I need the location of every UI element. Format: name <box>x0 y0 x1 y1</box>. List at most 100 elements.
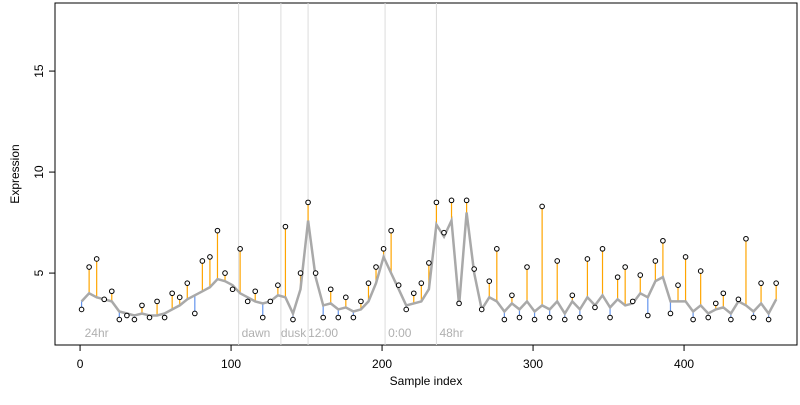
smooth-line <box>80 212 778 317</box>
data-point <box>660 237 666 244</box>
data-point <box>720 290 727 297</box>
data-point <box>524 264 530 270</box>
data-point <box>697 268 704 274</box>
data-point <box>116 316 123 323</box>
plot-frame <box>54 2 798 346</box>
data-point <box>275 282 281 289</box>
data-point <box>124 312 130 319</box>
data-point <box>690 316 696 323</box>
data-point <box>305 199 311 206</box>
data-point <box>176 294 183 301</box>
period-label: 48hr <box>439 326 463 340</box>
data-point <box>494 246 500 252</box>
data-point <box>750 314 757 321</box>
data-point <box>705 314 712 321</box>
y-tick-label: 15 <box>32 64 46 78</box>
x-tick-label: 200 <box>372 357 392 371</box>
data-point <box>426 260 432 266</box>
data-point <box>509 292 515 299</box>
data-point <box>199 258 206 264</box>
data-point <box>486 278 493 284</box>
data-point <box>327 286 334 293</box>
data-point <box>410 290 417 297</box>
data-point <box>358 298 364 305</box>
data-point <box>614 274 621 280</box>
data-point <box>433 199 440 206</box>
data-point <box>765 316 772 323</box>
data-point <box>667 310 674 317</box>
data-point <box>539 203 545 210</box>
data-point <box>259 314 266 321</box>
data-point <box>335 314 342 321</box>
data-point <box>78 306 85 313</box>
data-point <box>743 235 749 242</box>
data-point <box>418 280 425 286</box>
data-point <box>395 282 402 289</box>
data-point <box>607 314 613 321</box>
data-point <box>471 266 477 272</box>
data-point <box>675 282 681 289</box>
data-point <box>312 270 319 276</box>
data-point <box>214 227 221 234</box>
data-point <box>478 306 485 313</box>
x-tick-label: 0 <box>77 357 84 371</box>
x-tick-label: 400 <box>674 357 694 371</box>
data-point <box>448 197 455 204</box>
data-point <box>577 314 583 321</box>
data-point <box>343 294 349 301</box>
data-point <box>622 264 628 270</box>
data-point <box>320 314 326 321</box>
data-point <box>569 292 576 299</box>
data-point <box>380 246 387 252</box>
data-point <box>297 270 304 276</box>
period-label: 24hr <box>85 326 109 340</box>
data-point <box>456 300 462 307</box>
data-point <box>637 272 644 278</box>
data-point <box>728 316 734 323</box>
data-point <box>169 290 175 297</box>
data-point <box>388 227 394 234</box>
data-point <box>584 256 591 262</box>
data-point <box>561 316 568 323</box>
data-point <box>712 300 719 307</box>
data-point <box>592 304 598 311</box>
y-axis-label: Expression <box>8 144 22 203</box>
data-point <box>365 280 372 286</box>
y-tick-label: 10 <box>32 165 46 179</box>
y-tick-label: 5 <box>32 269 46 276</box>
period-label: dawn <box>242 326 271 340</box>
data-point <box>652 258 659 264</box>
data-point <box>101 296 108 303</box>
x-tick-label: 100 <box>221 357 241 371</box>
data-point <box>554 258 561 264</box>
data-point <box>192 310 198 317</box>
data-point <box>546 314 553 321</box>
data-point <box>267 298 274 305</box>
data-point <box>735 296 742 303</box>
data-point <box>244 298 251 305</box>
data-point <box>207 254 213 260</box>
data-point <box>93 256 100 262</box>
x-axis-label: Sample index <box>390 374 463 388</box>
data-point <box>161 314 168 321</box>
data-point <box>373 264 379 270</box>
data-point <box>599 246 606 252</box>
period-label: 12:00 <box>308 326 338 340</box>
period-label: 0:00 <box>388 326 412 340</box>
data-point <box>645 312 651 319</box>
data-point <box>222 270 228 276</box>
data-point <box>758 280 764 286</box>
data-point <box>516 314 523 321</box>
data-point <box>403 306 410 313</box>
data-point <box>290 316 296 323</box>
data-point <box>773 280 779 286</box>
data-point <box>108 288 115 295</box>
data-point <box>184 280 191 286</box>
data-point <box>237 246 243 252</box>
data-point <box>229 286 236 293</box>
data-point <box>139 302 145 309</box>
x-tick-label: 300 <box>523 357 543 371</box>
data-point <box>463 197 470 204</box>
data-point <box>282 223 289 230</box>
